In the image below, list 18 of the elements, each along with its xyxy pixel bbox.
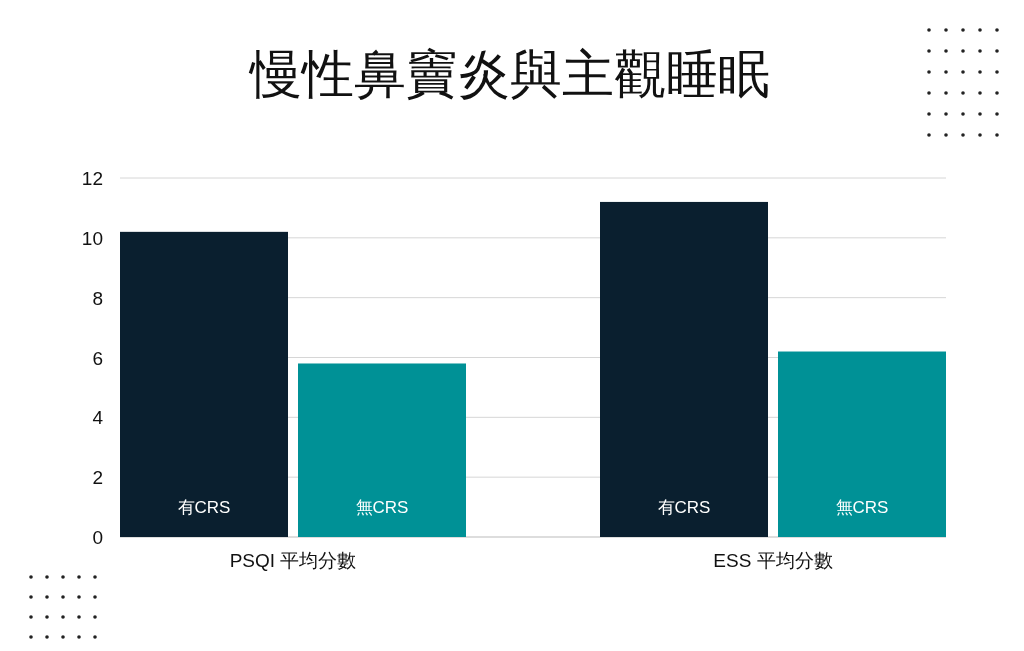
text: 無CRS bbox=[835, 498, 889, 517]
bar bbox=[120, 231, 288, 537]
bar bbox=[778, 351, 946, 537]
series-label: 有CRS bbox=[177, 498, 231, 517]
y-tick-label: 10 bbox=[81, 227, 103, 249]
y-tick-label: 8 bbox=[92, 287, 103, 309]
chart-title: 慢性鼻竇炎與主觀睡眠 bbox=[248, 45, 770, 103]
x-tick-label: PSQI 平均分數 bbox=[229, 550, 357, 571]
y-tick-label: 4 bbox=[92, 407, 104, 429]
bar bbox=[298, 363, 466, 537]
y-tick-label: 0 bbox=[92, 527, 103, 548]
y-tick-label: 2 bbox=[92, 467, 103, 489]
y-tick-label: 6 bbox=[92, 347, 103, 369]
y-tick-label: 12 bbox=[81, 168, 103, 189]
series-label: 無CRS bbox=[355, 498, 409, 517]
text: 有CRS bbox=[657, 498, 711, 517]
x-tick-label: ESS 平均分數 bbox=[713, 550, 833, 571]
bar bbox=[600, 201, 768, 537]
